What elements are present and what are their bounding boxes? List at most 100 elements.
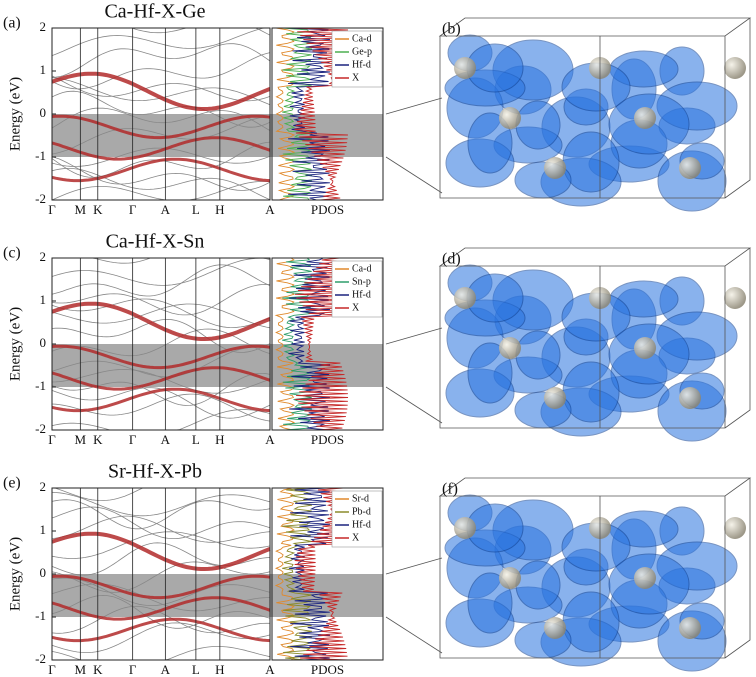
y-tick-label: 2 — [40, 479, 47, 494]
atom — [634, 107, 656, 129]
k-label: L — [192, 202, 200, 217]
k-label: Γ — [129, 432, 137, 447]
y-tick-label: 1 — [40, 292, 47, 307]
band — [51, 561, 271, 593]
pdos-frame — [271, 257, 384, 431]
y-tick-label: -1 — [35, 148, 46, 163]
connector — [385, 616, 443, 654]
atom — [454, 287, 476, 309]
y-tick-label: 0 — [40, 565, 47, 580]
atom — [499, 337, 521, 359]
band — [51, 298, 271, 329]
band — [51, 257, 271, 286]
legend-label: Hf-d — [352, 59, 371, 70]
k-label: Γ — [129, 202, 137, 217]
pdos-curve — [274, 487, 295, 661]
atom — [454, 57, 476, 79]
band — [51, 605, 270, 634]
k-label: A — [265, 432, 275, 447]
legend-label: Hf-d — [352, 519, 371, 530]
k-label: H — [215, 202, 224, 217]
k-label: L — [192, 432, 200, 447]
y-tick-label: 2 — [40, 19, 47, 34]
atom — [724, 57, 746, 79]
band — [51, 115, 271, 155]
projected-band — [51, 574, 271, 600]
pdos-curve — [275, 27, 296, 201]
projected-band — [51, 301, 271, 341]
legend-label: Sn-p — [352, 276, 371, 287]
atom — [679, 157, 701, 179]
y-tick-label: -1 — [35, 608, 46, 623]
projected-band — [51, 596, 271, 621]
pdos-curve — [287, 27, 330, 201]
band — [51, 491, 271, 517]
k-label: A — [265, 662, 275, 677]
connector — [385, 97, 443, 115]
y-tick-label: 1 — [40, 522, 47, 537]
band — [51, 499, 271, 530]
legend-label: X — [352, 532, 360, 543]
iso-blob — [515, 560, 561, 610]
band — [51, 75, 271, 102]
connector — [385, 156, 443, 194]
panel: Sr-Hf-X-Pb (e) Energy (eV) Γ M K Γ A L H A -2 -1 0 1 2 P… — [3, 461, 752, 677]
band — [51, 409, 271, 431]
pdos-frame — [271, 487, 384, 661]
k-label: K — [93, 202, 103, 217]
y-axis-label: Energy (eV) — [7, 77, 23, 151]
k-label: Γ — [129, 662, 137, 677]
isosurface — [438, 477, 752, 672]
iso-blob — [515, 100, 561, 150]
band — [51, 168, 271, 201]
band — [51, 594, 271, 629]
cell-outline — [438, 247, 752, 429]
pdos-label: PDOS — [311, 202, 344, 217]
band — [51, 393, 271, 422]
k-label: A — [161, 432, 171, 447]
band — [51, 515, 271, 543]
k-label: H — [215, 662, 224, 677]
connector — [385, 386, 443, 424]
k-label: M — [75, 432, 87, 447]
projected-band — [51, 387, 271, 413]
band — [51, 107, 271, 131]
y-tick-label: 2 — [40, 249, 47, 264]
projected-band — [51, 136, 271, 161]
band — [51, 328, 271, 357]
iso-blob — [467, 112, 513, 174]
atom — [454, 517, 476, 539]
atom — [724, 517, 746, 539]
k-label: M — [75, 662, 87, 677]
iso-blob — [562, 591, 620, 653]
band — [51, 180, 271, 201]
y-tick-label: 0 — [40, 105, 47, 120]
y-tick-label: -2 — [35, 191, 46, 206]
band — [51, 583, 271, 612]
k-label: L — [192, 662, 200, 677]
legend-label: Pb-d — [352, 506, 371, 517]
pdos-label: PDOS — [311, 662, 344, 677]
k-label: K — [93, 432, 103, 447]
projected-band — [51, 71, 271, 111]
panel: Ca-Hf-X-Sn (c) Energy (eV) Γ M K Γ A L H A -2 -1 0 1 2 P… — [3, 231, 752, 447]
k-label: A — [265, 202, 275, 217]
legend-label: Ca-d — [352, 33, 371, 44]
cell-outline — [438, 17, 752, 199]
band — [51, 156, 271, 191]
legend-label: Ca-d — [352, 263, 371, 274]
k-label: M — [75, 202, 87, 217]
band — [51, 506, 271, 539]
pdos-curve — [294, 257, 349, 431]
projected-band — [51, 617, 271, 643]
band — [51, 373, 271, 406]
band — [51, 318, 271, 353]
band — [51, 147, 271, 167]
band — [52, 257, 271, 264]
k-label: Γ — [48, 432, 56, 447]
projected-band — [51, 114, 271, 140]
atom — [499, 567, 521, 589]
panel-label: (a) — [3, 15, 21, 32]
iso-blob — [562, 131, 620, 193]
